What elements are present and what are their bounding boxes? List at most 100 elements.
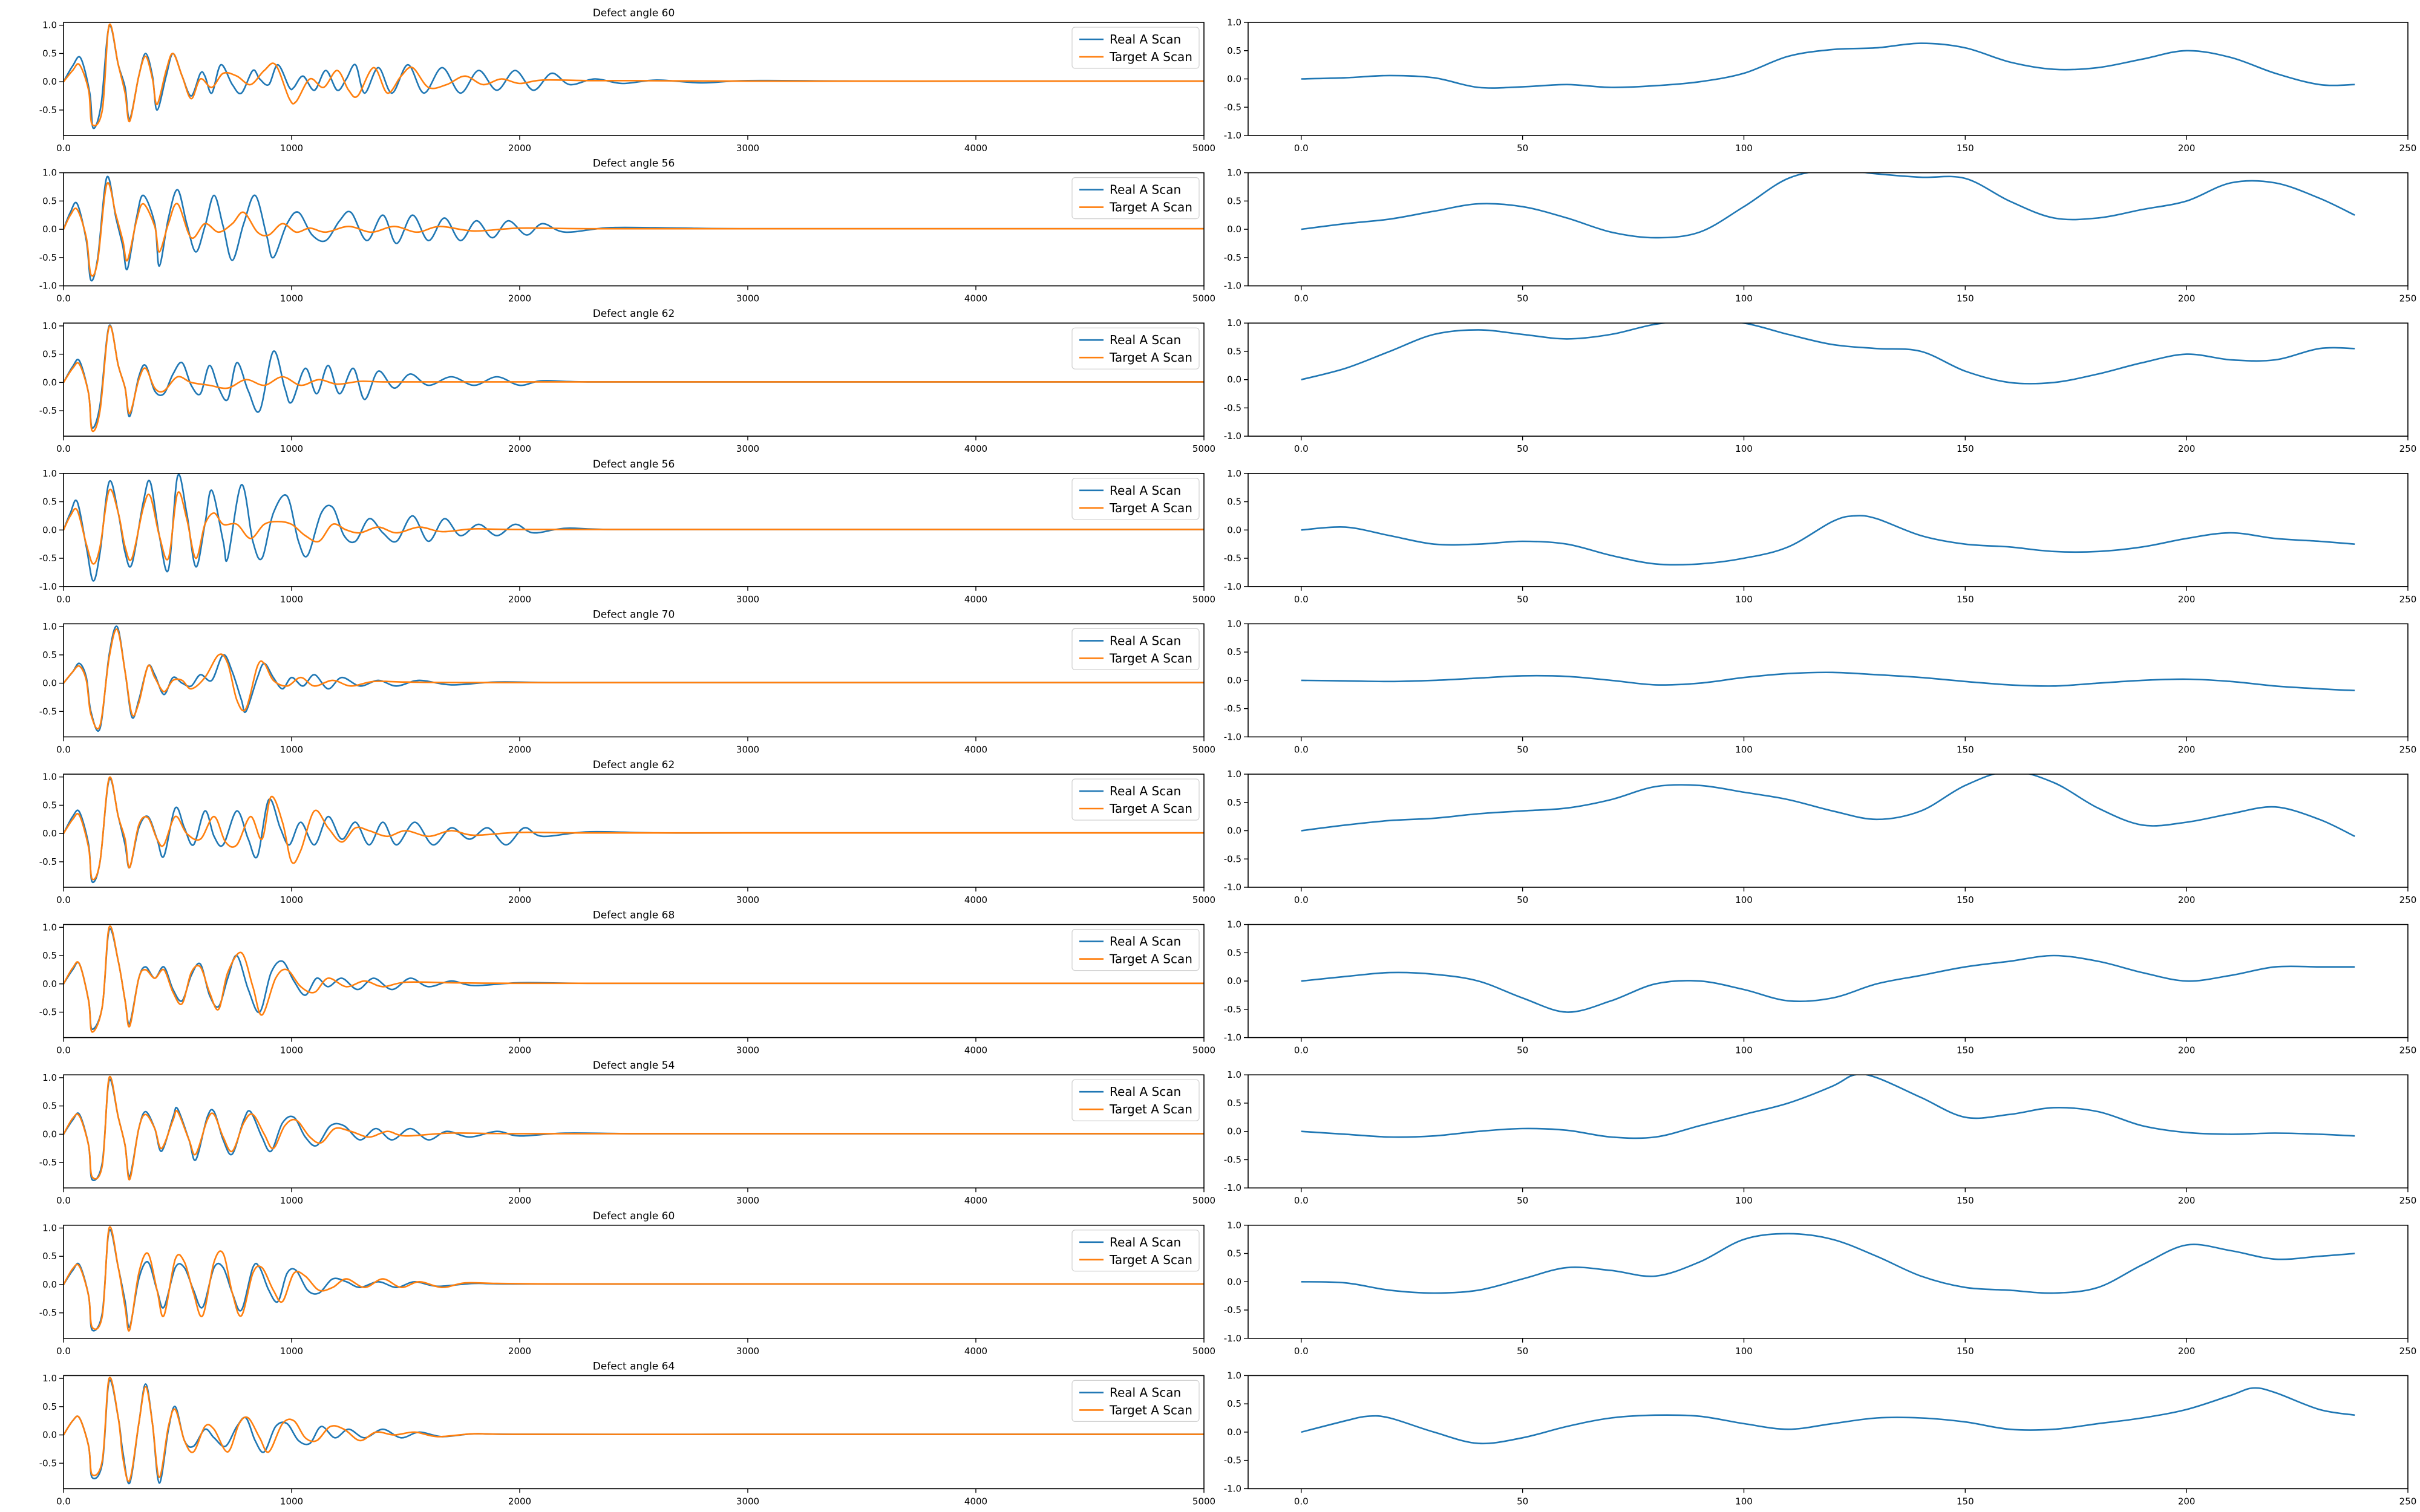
subplot-title: Defect angle 56 bbox=[593, 158, 675, 170]
axes-frame bbox=[63, 774, 1205, 888]
subplot-left-1: 0.0 1000 2000 3000 4000 5000 -1.0 -0.5 0.0 0.5 1.0… bbox=[39, 158, 1215, 304]
series-group bbox=[1301, 1075, 2355, 1139]
y-tick-label: -0.5 bbox=[1224, 853, 1241, 864]
x-tick-label: 1000 bbox=[280, 1195, 303, 1206]
legend: Real A Scan Target A Scan bbox=[1071, 327, 1200, 370]
legend-label: Real A Scan bbox=[1110, 934, 1181, 949]
legend-label: Target A Scan bbox=[1109, 1403, 1192, 1417]
x-tick-label: 3000 bbox=[736, 1346, 759, 1357]
y-tick-label: 0.5 bbox=[1227, 947, 1241, 958]
y-tick-label: 0.0 bbox=[42, 979, 57, 989]
x-tick-label: 5000 bbox=[1192, 594, 1215, 605]
real-a-scan-line bbox=[1301, 172, 2355, 239]
y-tick-label: 1.0 bbox=[1227, 919, 1241, 930]
x-tick-label: 150 bbox=[1957, 1045, 1974, 1056]
target-a-scan-line bbox=[64, 628, 1204, 730]
x-tick-label: 1000 bbox=[280, 744, 303, 755]
subplot-title: Defect angle 64 bbox=[593, 1360, 675, 1372]
subplot-right-1: 0.0 50 100 150 200 250 -1.0 -0.5 0.0 0.5 1.0 bbox=[1224, 168, 2417, 304]
x-tick-label: 1000 bbox=[280, 594, 303, 605]
real-a-scan-line bbox=[1301, 671, 2355, 691]
x-tick-label: 150 bbox=[1957, 443, 1974, 454]
x-tick-label: 200 bbox=[2178, 744, 2196, 755]
x-tick-label: 3000 bbox=[736, 143, 759, 154]
x-tick-label: 1000 bbox=[280, 1496, 303, 1507]
x-tick-label: 100 bbox=[1735, 1496, 1753, 1507]
subplot-title: Defect angle 56 bbox=[593, 458, 675, 471]
y-tick-label: 0.5 bbox=[42, 1101, 57, 1112]
target-a-scan-line bbox=[64, 1377, 1204, 1482]
y-tick-label: -0.5 bbox=[1224, 1455, 1241, 1466]
x-tick-label: 0.0 bbox=[1294, 1346, 1309, 1357]
subplot-right-2: 0.0 50 100 150 200 250 -1.0 -0.5 0.0 0.5 1.0 bbox=[1224, 318, 2417, 454]
y-tick-label: -1.0 bbox=[39, 581, 57, 592]
y-tick-label: 0.5 bbox=[42, 950, 57, 961]
x-tick-label: 1000 bbox=[280, 293, 303, 304]
y-tick-label: 0.5 bbox=[42, 1251, 57, 1262]
target-a-scan-line bbox=[64, 1075, 1204, 1181]
x-tick-label: 5000 bbox=[1192, 894, 1215, 905]
series-group bbox=[64, 175, 1204, 282]
x-tick-label: 0.0 bbox=[56, 1346, 71, 1357]
y-tick-label: 1.0 bbox=[42, 772, 57, 783]
y-tick-label: -1.0 bbox=[1224, 281, 1241, 292]
y-tick-label: -1.0 bbox=[1224, 731, 1241, 742]
real-a-scan-line bbox=[1301, 515, 2355, 566]
y-tick-label: 0.0 bbox=[1227, 826, 1241, 836]
x-tick-label: 4000 bbox=[964, 1346, 987, 1357]
y-tick-label: 0.0 bbox=[42, 1129, 57, 1139]
y-tick-label: -0.5 bbox=[1224, 703, 1241, 714]
legend-label: Real A Scan bbox=[1110, 333, 1181, 347]
subplot-right-8: 0.0 50 100 150 200 250 -1.0 -0.5 0.0 0.5 1.0 bbox=[1224, 1220, 2417, 1357]
x-tick-label: 3000 bbox=[736, 293, 759, 304]
axes-frame bbox=[1248, 22, 2409, 136]
y-tick-label: 1.0 bbox=[42, 20, 57, 31]
legend-label: Real A Scan bbox=[1110, 1084, 1181, 1099]
x-tick-label: 0.0 bbox=[1294, 143, 1309, 154]
x-tick-label: 5000 bbox=[1192, 1045, 1215, 1056]
axes-frame bbox=[63, 322, 1205, 437]
y-tick-label: -1.0 bbox=[1224, 1182, 1241, 1193]
x-tick-label: 4000 bbox=[964, 1496, 987, 1507]
x-tick-label: 250 bbox=[2399, 143, 2417, 154]
target-a-scan-line bbox=[64, 776, 1204, 881]
x-tick-label: 5000 bbox=[1192, 1346, 1215, 1357]
y-tick-label: -0.5 bbox=[39, 553, 57, 564]
subplot-left-7: 0.0 1000 2000 3000 4000 5000 -0.5 0.0 0.5 1.0 Defe… bbox=[39, 1060, 1215, 1206]
x-tick-label: 0.0 bbox=[56, 894, 71, 905]
legend: Real A Scan Target A Scan bbox=[1071, 1230, 1200, 1272]
x-tick-label: 2000 bbox=[508, 1346, 531, 1357]
subplot-right-6: 0.0 50 100 150 200 250 -1.0 -0.5 0.0 0.5 1.0 bbox=[1224, 919, 2417, 1056]
y-tick-label: 0.0 bbox=[1227, 1427, 1241, 1438]
subplot-title: Defect angle 62 bbox=[593, 759, 675, 771]
target-a-scan-line bbox=[64, 181, 1204, 277]
legend-box bbox=[1071, 27, 1200, 69]
y-tick-label: 0.5 bbox=[42, 195, 57, 206]
x-tick-label: 2000 bbox=[508, 1045, 531, 1056]
series-group bbox=[1301, 1387, 2355, 1445]
x-tick-label: 2000 bbox=[508, 293, 531, 304]
y-tick-label: -0.5 bbox=[1224, 1004, 1241, 1015]
x-tick-label: 4000 bbox=[964, 143, 987, 154]
y-tick-label: 0.5 bbox=[42, 800, 57, 810]
legend-label: Target A Scan bbox=[1109, 1253, 1192, 1267]
subplot-right-0: 0.0 50 100 150 200 250 -1.0 -0.5 0.0 0.5 1.0 bbox=[1224, 17, 2417, 154]
subplot-left-0: 0.0 1000 2000 3000 4000 5000 -0.5 0.0 0.5 1.0 Defe… bbox=[39, 7, 1215, 154]
legend-box bbox=[1071, 478, 1200, 520]
subplot-title: Defect angle 68 bbox=[593, 910, 675, 922]
legend-label: Real A Scan bbox=[1110, 183, 1181, 197]
series-group bbox=[1301, 515, 2355, 566]
x-tick-label: 2000 bbox=[508, 894, 531, 905]
axes-frame bbox=[63, 1225, 1205, 1339]
subplot-left-8: 0.0 1000 2000 3000 4000 5000 -0.5 0.0 0.5 1.0 Defe… bbox=[39, 1210, 1215, 1357]
real-a-scan-line bbox=[64, 1379, 1204, 1485]
x-tick-label: 150 bbox=[1957, 293, 1974, 304]
axes-frame bbox=[1248, 172, 2409, 287]
y-tick-label: 0.0 bbox=[42, 1430, 57, 1441]
x-tick-label: 3000 bbox=[736, 1045, 759, 1056]
axes-frame bbox=[63, 623, 1205, 738]
y-tick-label: -0.5 bbox=[1224, 102, 1241, 112]
legend-label: Real A Scan bbox=[1110, 1385, 1181, 1400]
y-tick-label: 1.0 bbox=[1227, 769, 1241, 780]
x-tick-label: 200 bbox=[2178, 1045, 2196, 1056]
